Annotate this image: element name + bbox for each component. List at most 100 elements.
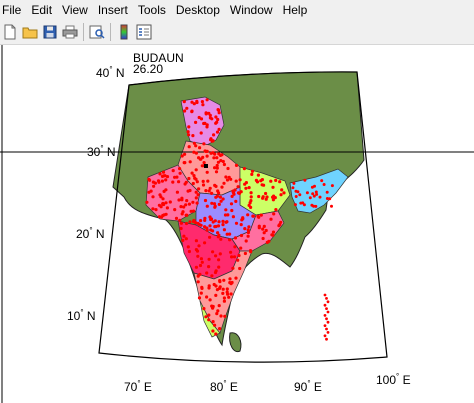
station-point[interactable] [248,249,253,253]
station-point[interactable] [195,249,200,253]
station-point[interactable] [218,327,222,331]
station-point[interactable] [226,166,230,171]
print-preview-icon[interactable] [88,23,106,41]
station-point[interactable] [325,297,328,300]
station-point[interactable] [179,226,183,231]
station-point[interactable] [157,203,161,207]
menu-window[interactable]: Window [229,3,273,17]
station-point[interactable] [208,186,212,190]
station-point[interactable] [302,203,306,207]
station-point[interactable] [214,170,219,174]
save-icon[interactable] [41,23,59,41]
station-point[interactable] [249,199,253,203]
legend-icon[interactable] [135,23,153,41]
station-point[interactable] [161,201,165,206]
station-point[interactable] [195,180,199,184]
station-point[interactable] [257,215,261,219]
station-point[interactable] [212,133,216,137]
station-point[interactable] [192,150,196,154]
station-point[interactable] [293,203,297,207]
station-point[interactable] [215,312,219,316]
station-point[interactable] [184,237,188,241]
station-point[interactable] [194,177,198,181]
station-point[interactable] [194,190,198,194]
station-point[interactable] [207,265,211,269]
station-point[interactable] [243,182,247,186]
station-point[interactable] [204,315,208,319]
station-point[interactable] [311,192,315,196]
station-point[interactable] [214,115,218,119]
station-point[interactable] [187,202,191,206]
station-point[interactable] [187,176,191,181]
station-point[interactable] [160,179,164,183]
station-point[interactable] [227,175,231,179]
station-point[interactable] [261,227,265,231]
station-point[interactable] [239,233,244,238]
station-point[interactable] [198,263,203,268]
menu-edit[interactable]: Edit [31,3,53,17]
station-point[interactable] [230,208,234,213]
station-point[interactable] [187,145,191,149]
station-point[interactable] [189,209,193,213]
station-point[interactable] [222,278,226,282]
station-point[interactable] [202,161,206,165]
station-point[interactable] [171,180,175,184]
station-point[interactable] [228,281,232,285]
menu-file[interactable]: File [2,3,22,17]
station-point[interactable] [171,169,175,173]
station-point[interactable] [259,213,263,217]
station-point[interactable] [326,331,330,334]
station-point[interactable] [312,194,316,198]
station-point[interactable] [225,290,229,294]
station-point[interactable] [222,296,226,300]
station-point[interactable] [203,216,207,220]
station-point[interactable] [303,178,307,182]
station-point[interactable] [198,146,202,150]
station-point[interactable] [246,230,250,235]
station-point[interactable] [147,190,151,194]
station-point[interactable] [187,133,191,137]
station-point[interactable] [310,203,314,207]
station-point[interactable] [216,108,221,112]
station-point[interactable] [261,236,265,241]
station-point[interactable] [234,179,238,183]
station-point[interactable] [217,202,221,206]
station-point[interactable] [216,224,221,228]
station-point[interactable] [215,130,220,134]
station-point[interactable] [190,100,194,104]
station-point[interactable] [244,186,248,190]
station-point[interactable] [164,212,168,216]
station-point[interactable] [217,304,221,308]
station-point[interactable] [179,205,183,209]
station-point[interactable] [213,219,217,223]
station-point[interactable] [213,205,217,209]
station-point[interactable] [228,238,232,242]
station-point[interactable] [207,313,211,317]
station-point[interactable] [217,220,221,224]
station-point[interactable] [219,199,223,203]
station-point[interactable] [237,253,241,258]
station-point[interactable] [216,231,220,235]
station-point[interactable] [165,175,170,179]
station-point[interactable] [228,277,232,281]
station-point[interactable] [214,293,218,297]
station-point[interactable] [177,180,181,184]
station-point[interactable] [314,190,318,194]
station-point[interactable] [182,234,186,238]
station-point[interactable] [156,179,161,183]
station-point[interactable] [267,239,271,243]
station-point[interactable] [208,116,212,120]
station-point[interactable] [256,173,260,177]
station-point[interactable] [173,208,177,212]
station-point[interactable] [187,249,191,254]
station-point[interactable] [221,159,225,164]
station-point[interactable] [325,317,328,321]
station-point[interactable] [173,175,177,179]
station-point[interactable] [191,181,195,186]
station-point[interactable] [250,172,254,176]
station-point[interactable] [247,225,251,229]
station-point[interactable] [216,117,220,122]
station-point[interactable] [161,197,165,201]
station-point[interactable] [160,174,165,178]
station-point[interactable] [325,197,329,200]
